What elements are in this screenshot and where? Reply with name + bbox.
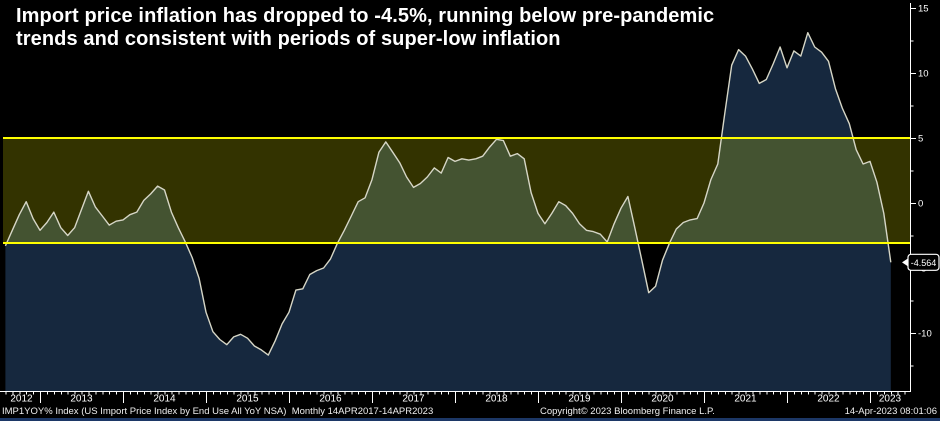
- axis-labels: 2012 2013 2014 2015 2016 2017 2018 2019 2020 2021…: [10, 4, 931, 405]
- axes: [0, 3, 916, 403]
- y-axis-tick-label: 10: [918, 69, 929, 80]
- x-axis-year-label: 2013: [70, 394, 93, 405]
- bubble-tail: [902, 258, 908, 267]
- x-axis-year-label: 2015: [236, 394, 259, 405]
- y-axis-tick-label: -10: [918, 329, 932, 340]
- threshold-band: [3, 138, 910, 244]
- x-axis-year-label: 2014: [153, 394, 176, 405]
- x-axis-year-label: 2017: [402, 394, 425, 405]
- security-description: IMP1YOY% Index (US Import Price Index by…: [2, 406, 434, 417]
- y-axis-tick-label: 15: [918, 4, 929, 15]
- last-price-label: -4.564: [911, 258, 937, 268]
- series-line: [4, 32, 892, 356]
- y-axis-tick-label: 0: [918, 199, 923, 210]
- timestamp: 14-Apr-2023 08:01:06: [844, 406, 937, 417]
- series-area-fill: [5, 32, 891, 391]
- chart-title-line2: trends and consistent with periods of su…: [16, 28, 561, 50]
- x-axis-year-label: 2019: [568, 394, 591, 405]
- x-axis-year-label: 2020: [651, 394, 674, 405]
- window-bottom-border: [0, 418, 940, 421]
- x-axis-year-label: 2021: [734, 394, 757, 405]
- x-axis-year-label: 2018: [485, 394, 508, 405]
- x-axis-year-label: 2022: [817, 394, 840, 405]
- chart-title: Import price inflation has dropped to -4…: [16, 5, 714, 51]
- copyright-notice: Copyright© 2023 Bloomberg Finance L.P.: [540, 406, 715, 417]
- y-axis-tick-label: 5: [918, 134, 923, 145]
- x-axis-year-label: 2012: [10, 394, 33, 405]
- chart-title-line1: Import price inflation has dropped to -4…: [16, 5, 715, 27]
- bubble-box: [907, 253, 940, 271]
- x-axis-year-label: 2023: [879, 394, 902, 405]
- x-axis-year-label: 2016: [319, 394, 342, 405]
- last-price-bubble: -4.564: [902, 253, 940, 271]
